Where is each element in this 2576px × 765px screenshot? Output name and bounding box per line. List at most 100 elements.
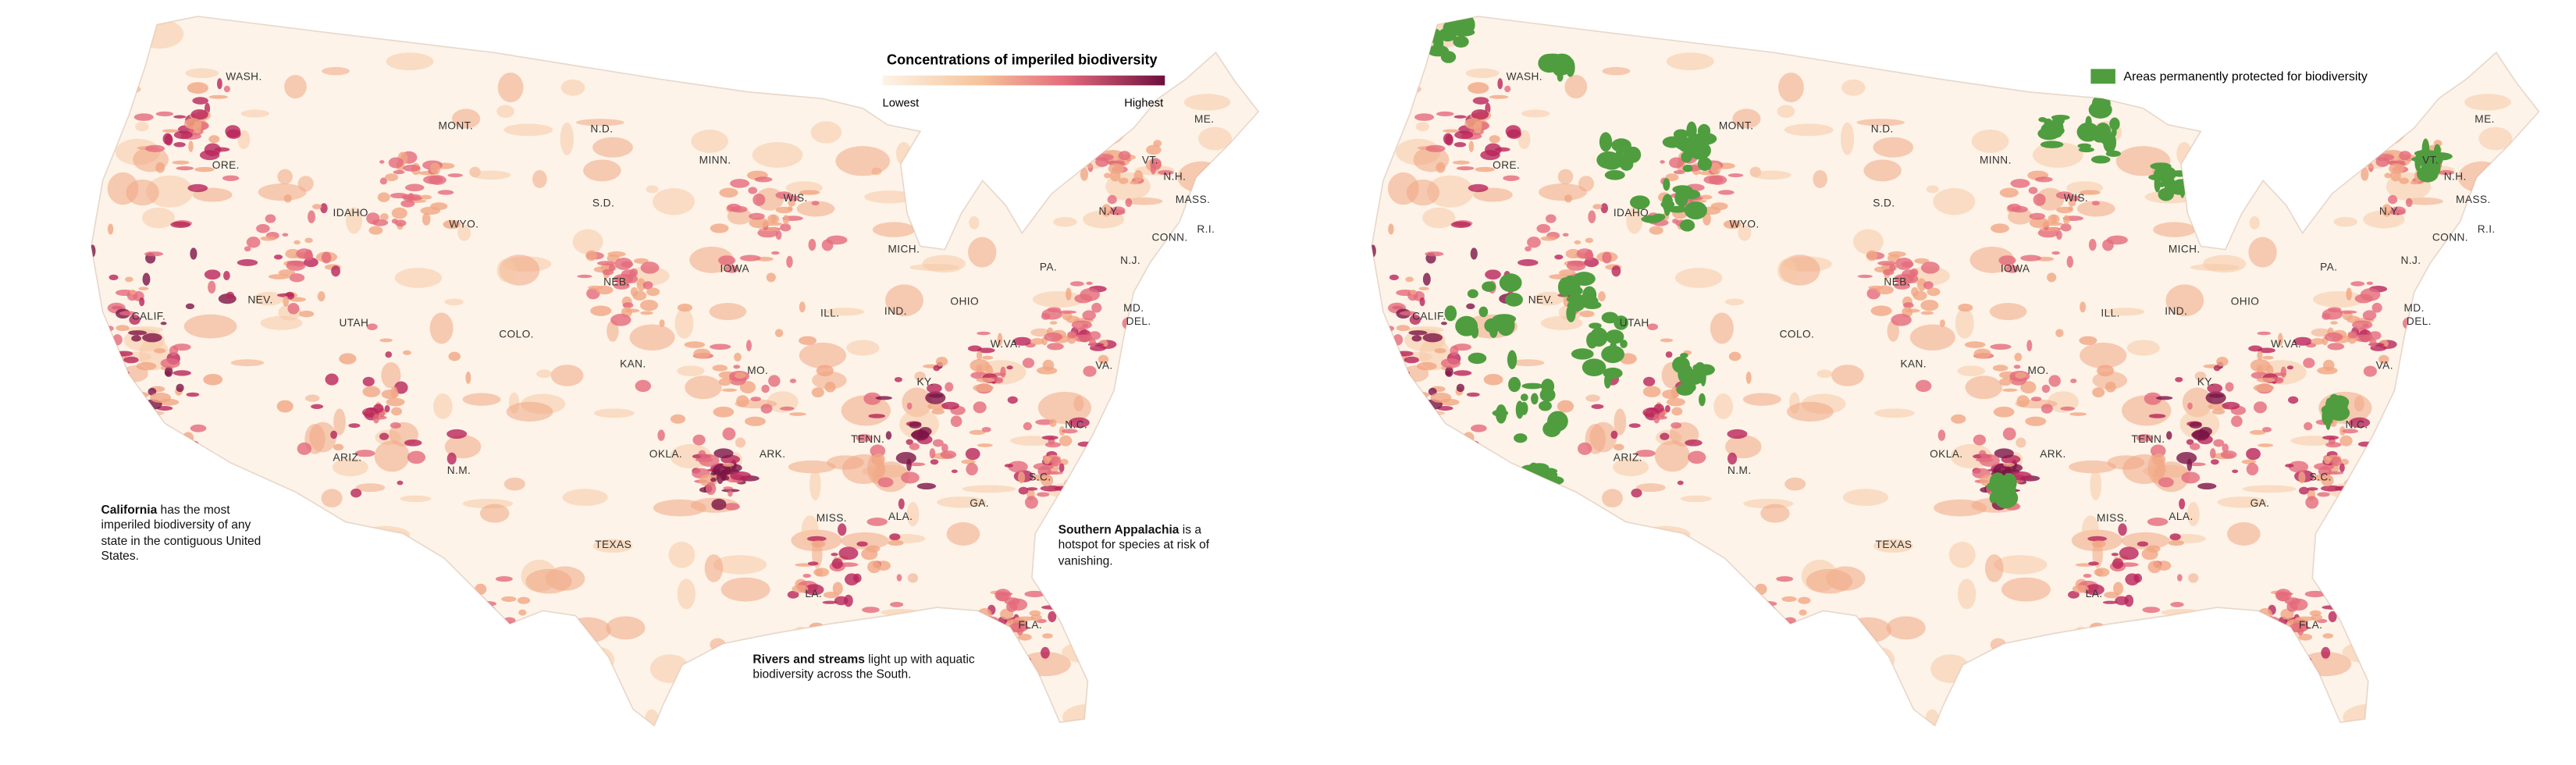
hotspot-patch [2125,573,2140,585]
density-patch [1863,159,1902,182]
density-patch [1786,401,1834,422]
hotspot-patch [684,341,706,348]
hotspot-patch [1125,197,1133,208]
hotspot-patch [1048,610,1057,623]
density-patch [2186,501,2200,527]
hotspot-patch [1018,486,1029,495]
hotspot-patch [996,591,1009,602]
hotspot-patch [141,445,156,453]
hotspot-patch [400,200,415,208]
hotspot-patch [831,558,843,569]
density-patch [2331,43,2380,73]
hotspot-patch [1903,302,1914,308]
hotspot-patch [2041,384,2051,393]
density-patch [1813,32,1841,51]
protected-area [2290,701,2303,717]
hotspot-patch [1118,177,1129,184]
protected-area [1571,273,1596,283]
hotspot-patch [596,261,616,266]
density-patch [321,489,343,508]
density-patch [536,369,552,379]
hotspot-patch [1091,302,1102,313]
hotspot-patch [2258,347,2275,354]
state-label: UTAH [339,317,368,329]
density-patch [2176,142,2192,165]
hotspot-patch [2025,416,2047,426]
hotspot-patch [273,254,283,260]
state-label: N.D. [590,123,613,135]
hotspot-patch [1964,341,1986,348]
hotspot-patch [1005,646,1013,657]
protected-area [1489,324,1498,338]
density-patch [190,461,219,480]
hotspot-patch [1642,386,1661,397]
hotspot-patch [192,97,208,105]
density-patch [240,109,269,118]
hotspot-patch [1755,583,1767,595]
state-label: ME. [2475,113,2495,125]
hotspot-patch [2256,377,2275,383]
hotspot-patch [775,191,793,199]
density-patch [560,122,574,155]
density-patch [1413,482,1426,500]
state-label: VA. [1095,360,1112,372]
protected-area [1531,393,1539,405]
hotspot-patch [130,406,150,418]
density-patch [1887,320,1899,342]
state-label: MONT. [1719,120,1754,132]
state-label: PA. [2320,261,2337,272]
hotspot-patch [1453,370,1472,376]
protected-area [1596,151,1621,169]
hotspot-patch [1812,615,1827,624]
density-patch [1009,703,1048,726]
hotspot-patch [2382,204,2393,217]
density-patch [962,485,1016,493]
hotspot-patch [822,600,838,604]
hotspot-patch [2197,482,2217,490]
density-patch [812,371,847,390]
hotspot-patch [1557,400,1574,413]
density-patch [102,419,151,443]
protected-area [1662,136,1683,148]
hotspot-patch [2029,217,2050,229]
density-patch [1075,91,1110,109]
hotspot-patch [997,333,1003,347]
density-patch [1546,601,1588,630]
hotspot-patch [132,391,150,398]
state-label: ORE. [1493,159,1520,171]
hotspot-patch [2055,329,2064,337]
state-label: OHIO [950,296,979,308]
density-patch [2153,222,2196,237]
protected-area [1697,157,1713,171]
density-patch [2182,387,2213,418]
hotspot-patch [465,614,484,622]
hotspot-patch [2347,144,2367,157]
density-patch [1557,169,1574,185]
hotspot-patch [394,219,407,227]
density-patch [91,444,137,456]
density-patch [2161,608,2202,617]
density-patch [727,208,753,225]
density-patch [652,188,696,215]
hotspot-patch [379,432,390,440]
density-patch [827,455,864,470]
hotspot-patch [2231,415,2243,427]
density-patch [1192,415,1233,430]
hotspot-patch [2339,435,2353,447]
hotspot-patch [1889,264,1896,272]
density-patch [2430,25,2446,43]
hotspot-patch [759,227,778,232]
density-patch [969,215,980,230]
hotspot-patch [786,255,793,268]
hotspot-patch [1345,297,1354,311]
hotspot-patch [311,204,322,210]
density-patch [1635,483,1666,493]
density-patch [1708,713,1720,724]
state-label: KY. [2197,376,2215,388]
hotspot-patch [308,210,315,223]
protected-area [1759,617,1766,624]
hotspot-patch [1994,448,2014,459]
hotspot-patch [1146,144,1162,155]
state-label: ARK. [760,448,786,460]
density-patch [1777,105,1795,118]
